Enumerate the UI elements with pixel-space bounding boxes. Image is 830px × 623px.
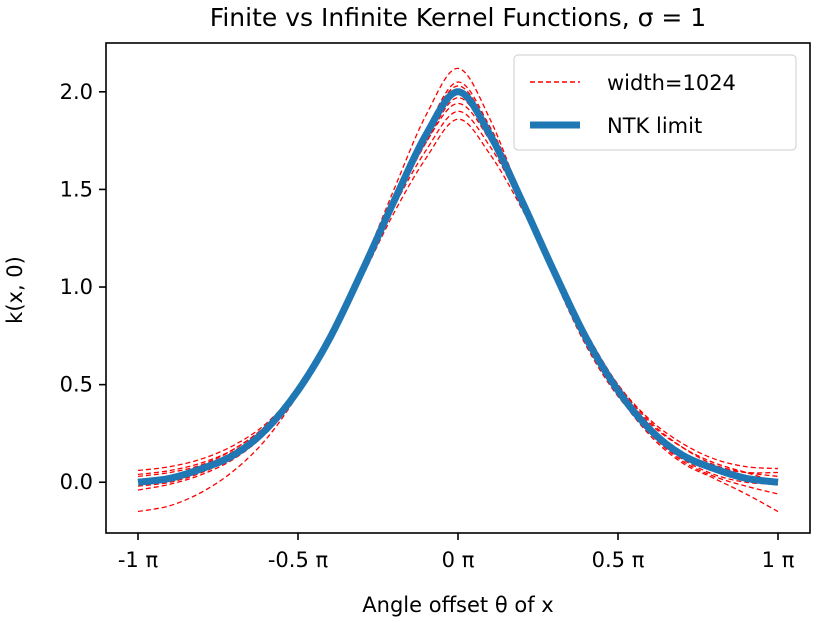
y-tick-label: 1.5	[60, 177, 93, 201]
series-line-width-1024-0	[137, 67, 779, 513]
y-axis-label: k(x, 0)	[3, 256, 27, 324]
series-line-width-1024-4	[137, 97, 779, 485]
y-tick-label: 1.0	[60, 275, 93, 299]
x-tick-label: 0.5 π	[592, 548, 645, 572]
series-line-width-1024-3	[137, 102, 779, 491]
series-line-width-1024-1	[137, 118, 779, 483]
legend-label-ntk-limit: NTK limit	[607, 114, 702, 138]
y-axis-ticks: 0.0 0.5 1.0 1.5 2.0	[60, 80, 106, 494]
x-axis-label: Angle offset θ of x	[362, 593, 553, 617]
x-tick-label: 1 π	[762, 548, 795, 572]
y-tick-label: 0.5	[60, 373, 93, 397]
y-tick-label: 2.0	[60, 80, 93, 104]
chart-title: Finite vs Infinite Kernel Functions, σ =…	[210, 3, 706, 32]
series-line-width-1024-6	[137, 85, 779, 495]
series-line-width-1024-2	[137, 81, 779, 513]
legend-box	[513, 54, 797, 151]
plot-series	[137, 67, 779, 513]
series-line-width-1024-5	[137, 110, 779, 476]
x-tick-label: 0 π	[442, 548, 475, 572]
legend: width=1024 NTK limit	[513, 54, 797, 151]
x-axis-ticks: -1 π -0.5 π 0 π 0.5 π 1 π	[118, 533, 795, 572]
series-line-ntk-limit	[137, 88, 779, 486]
y-tick-label: 0.0	[60, 470, 93, 494]
x-tick-label: -1 π	[118, 548, 159, 572]
legend-label-width-1024: width=1024	[607, 71, 736, 95]
x-tick-label: -0.5 π	[268, 548, 329, 572]
